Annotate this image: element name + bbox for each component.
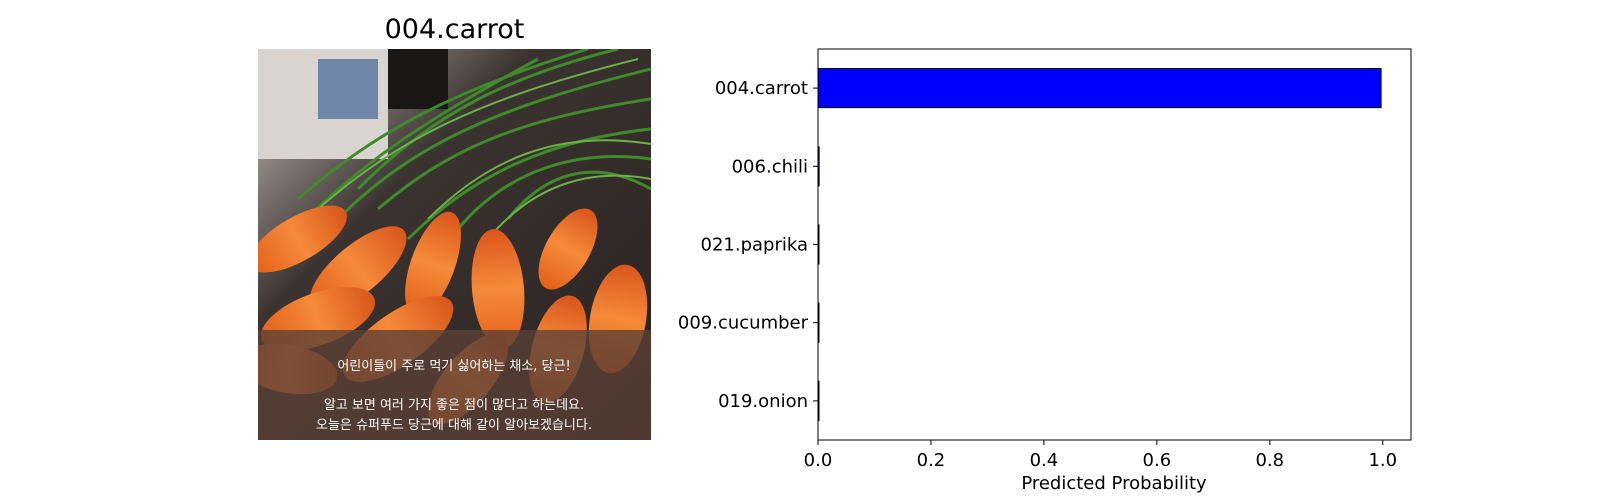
caption-line-3: 오늘은 슈퍼푸드 당근에 대해 같이 알아보겠습니다. bbox=[316, 418, 592, 433]
x-axis-label: Predicted Probability bbox=[1021, 473, 1207, 494]
x-tick-label: 1.0 bbox=[1368, 450, 1397, 471]
x-tick-label: 0.4 bbox=[1030, 450, 1059, 471]
x-tick-label: 0.8 bbox=[1255, 450, 1284, 471]
y-ticks-group: 004.carrot 006.chili 021.paprika 009.cucumb… bbox=[678, 78, 818, 412]
y-tick-label: 009.cucumber bbox=[678, 313, 809, 334]
y-tick-label: 021.paprika bbox=[701, 235, 809, 256]
x-tick-label: 0.0 bbox=[804, 450, 833, 471]
x-tick-label: 0.2 bbox=[917, 450, 946, 471]
y-tick-label: 019.onion bbox=[718, 391, 808, 412]
x-tick-label: 0.6 bbox=[1143, 450, 1172, 471]
carrot-photo-graphic: 어린이들이 주로 먹기 싫어하는 채소, 당근! 알고 보면 여러 가지 좋은 … bbox=[258, 49, 651, 440]
y-tick-label: 006.chili bbox=[732, 156, 808, 177]
image-title: 004.carrot bbox=[384, 14, 525, 45]
caption-line-1: 어린이들이 주로 먹기 싫어하는 채소, 당근! bbox=[337, 359, 570, 374]
bar-004-carrot bbox=[817, 68, 1382, 109]
x-ticks-group: 0.0 0.2 0.4 0.6 0.8 1.0 bbox=[804, 440, 1397, 471]
caption-line-2: 알고 보면 여러 가지 좋은 점이 많다고 하는데요. bbox=[324, 398, 584, 413]
bars-group bbox=[817, 68, 1382, 421]
y-tick-label: 004.carrot bbox=[715, 78, 808, 99]
carrot-photo: 어린이들이 주로 먹기 싫어하는 채소, 당근! 알고 보면 여러 가지 좋은 … bbox=[258, 49, 651, 440]
